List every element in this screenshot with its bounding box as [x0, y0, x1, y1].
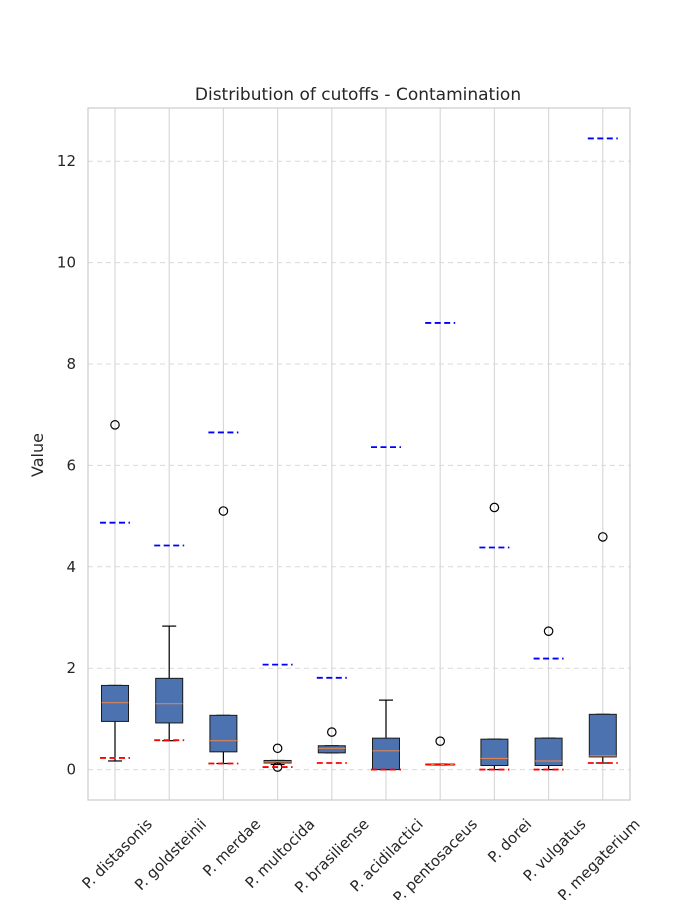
box [372, 737, 400, 771]
chart-title: Distribution of cutoffs - Contamination [195, 85, 521, 105]
box [480, 738, 509, 767]
y-axis-label: Value [28, 433, 47, 477]
outlier-point [597, 532, 608, 542]
y-tick-label: 12 [57, 152, 76, 170]
outlier-point [326, 727, 337, 737]
y-tick-label: 8 [66, 355, 76, 373]
y-tick-label: 2 [66, 659, 76, 677]
y-tick-label: 0 [66, 761, 76, 779]
outlier-point [543, 626, 554, 636]
box [588, 713, 617, 758]
outlier-point [489, 502, 500, 513]
outlier-point [110, 420, 120, 430]
box [155, 677, 184, 724]
y-tick-label: 10 [57, 254, 76, 272]
box [317, 745, 346, 754]
outlier-point [272, 743, 283, 754]
box [101, 684, 129, 722]
y-tick-label: 4 [66, 558, 76, 576]
box [209, 714, 238, 753]
axes-frame [87, 107, 631, 801]
x-tick-label: P. dorei [484, 815, 535, 866]
outlier-point [435, 736, 445, 746]
y-tick-label: 6 [66, 456, 76, 474]
outlier-point [218, 506, 229, 516]
